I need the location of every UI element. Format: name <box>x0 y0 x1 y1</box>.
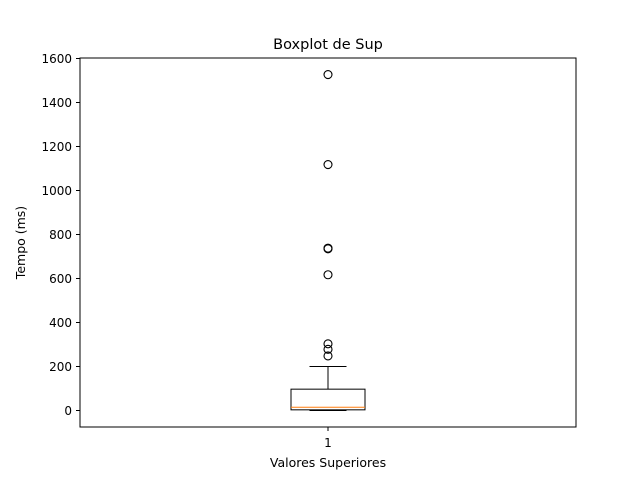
x-axis-ticks: 1 <box>324 427 332 450</box>
plot-content <box>290 70 366 411</box>
y-axis-label: Tempo (ms) <box>13 206 28 280</box>
y-tick-label: 800 <box>49 228 72 242</box>
y-tick-label: 600 <box>49 272 72 286</box>
y-tick-label: 1200 <box>41 140 72 154</box>
chart-title: Boxplot de Sup <box>273 37 383 53</box>
outlier-point <box>323 243 333 253</box>
outlier-point <box>323 159 333 170</box>
y-tick-label: 1600 <box>41 52 72 66</box>
y-tick-label: 400 <box>49 316 72 330</box>
y-axis-ticks: 0 200 400 600 800 1000 1200 1400 1600 <box>41 52 80 418</box>
outlier-point <box>323 70 333 80</box>
y-tick-label: 0 <box>64 404 72 418</box>
outlier-point <box>323 344 333 354</box>
y-tick-label: 1000 <box>41 184 72 198</box>
x-axis-label: Valores Superiores <box>270 455 386 470</box>
y-tick-label: 1400 <box>41 96 72 110</box>
y-tick-label: 200 <box>49 360 72 374</box>
box-iqr <box>290 388 366 411</box>
outlier-point <box>323 339 333 349</box>
outlier-point <box>323 351 333 361</box>
x-tick-label: 1 <box>324 436 332 450</box>
outlier-point <box>323 270 333 280</box>
plot-frame <box>79 57 577 428</box>
